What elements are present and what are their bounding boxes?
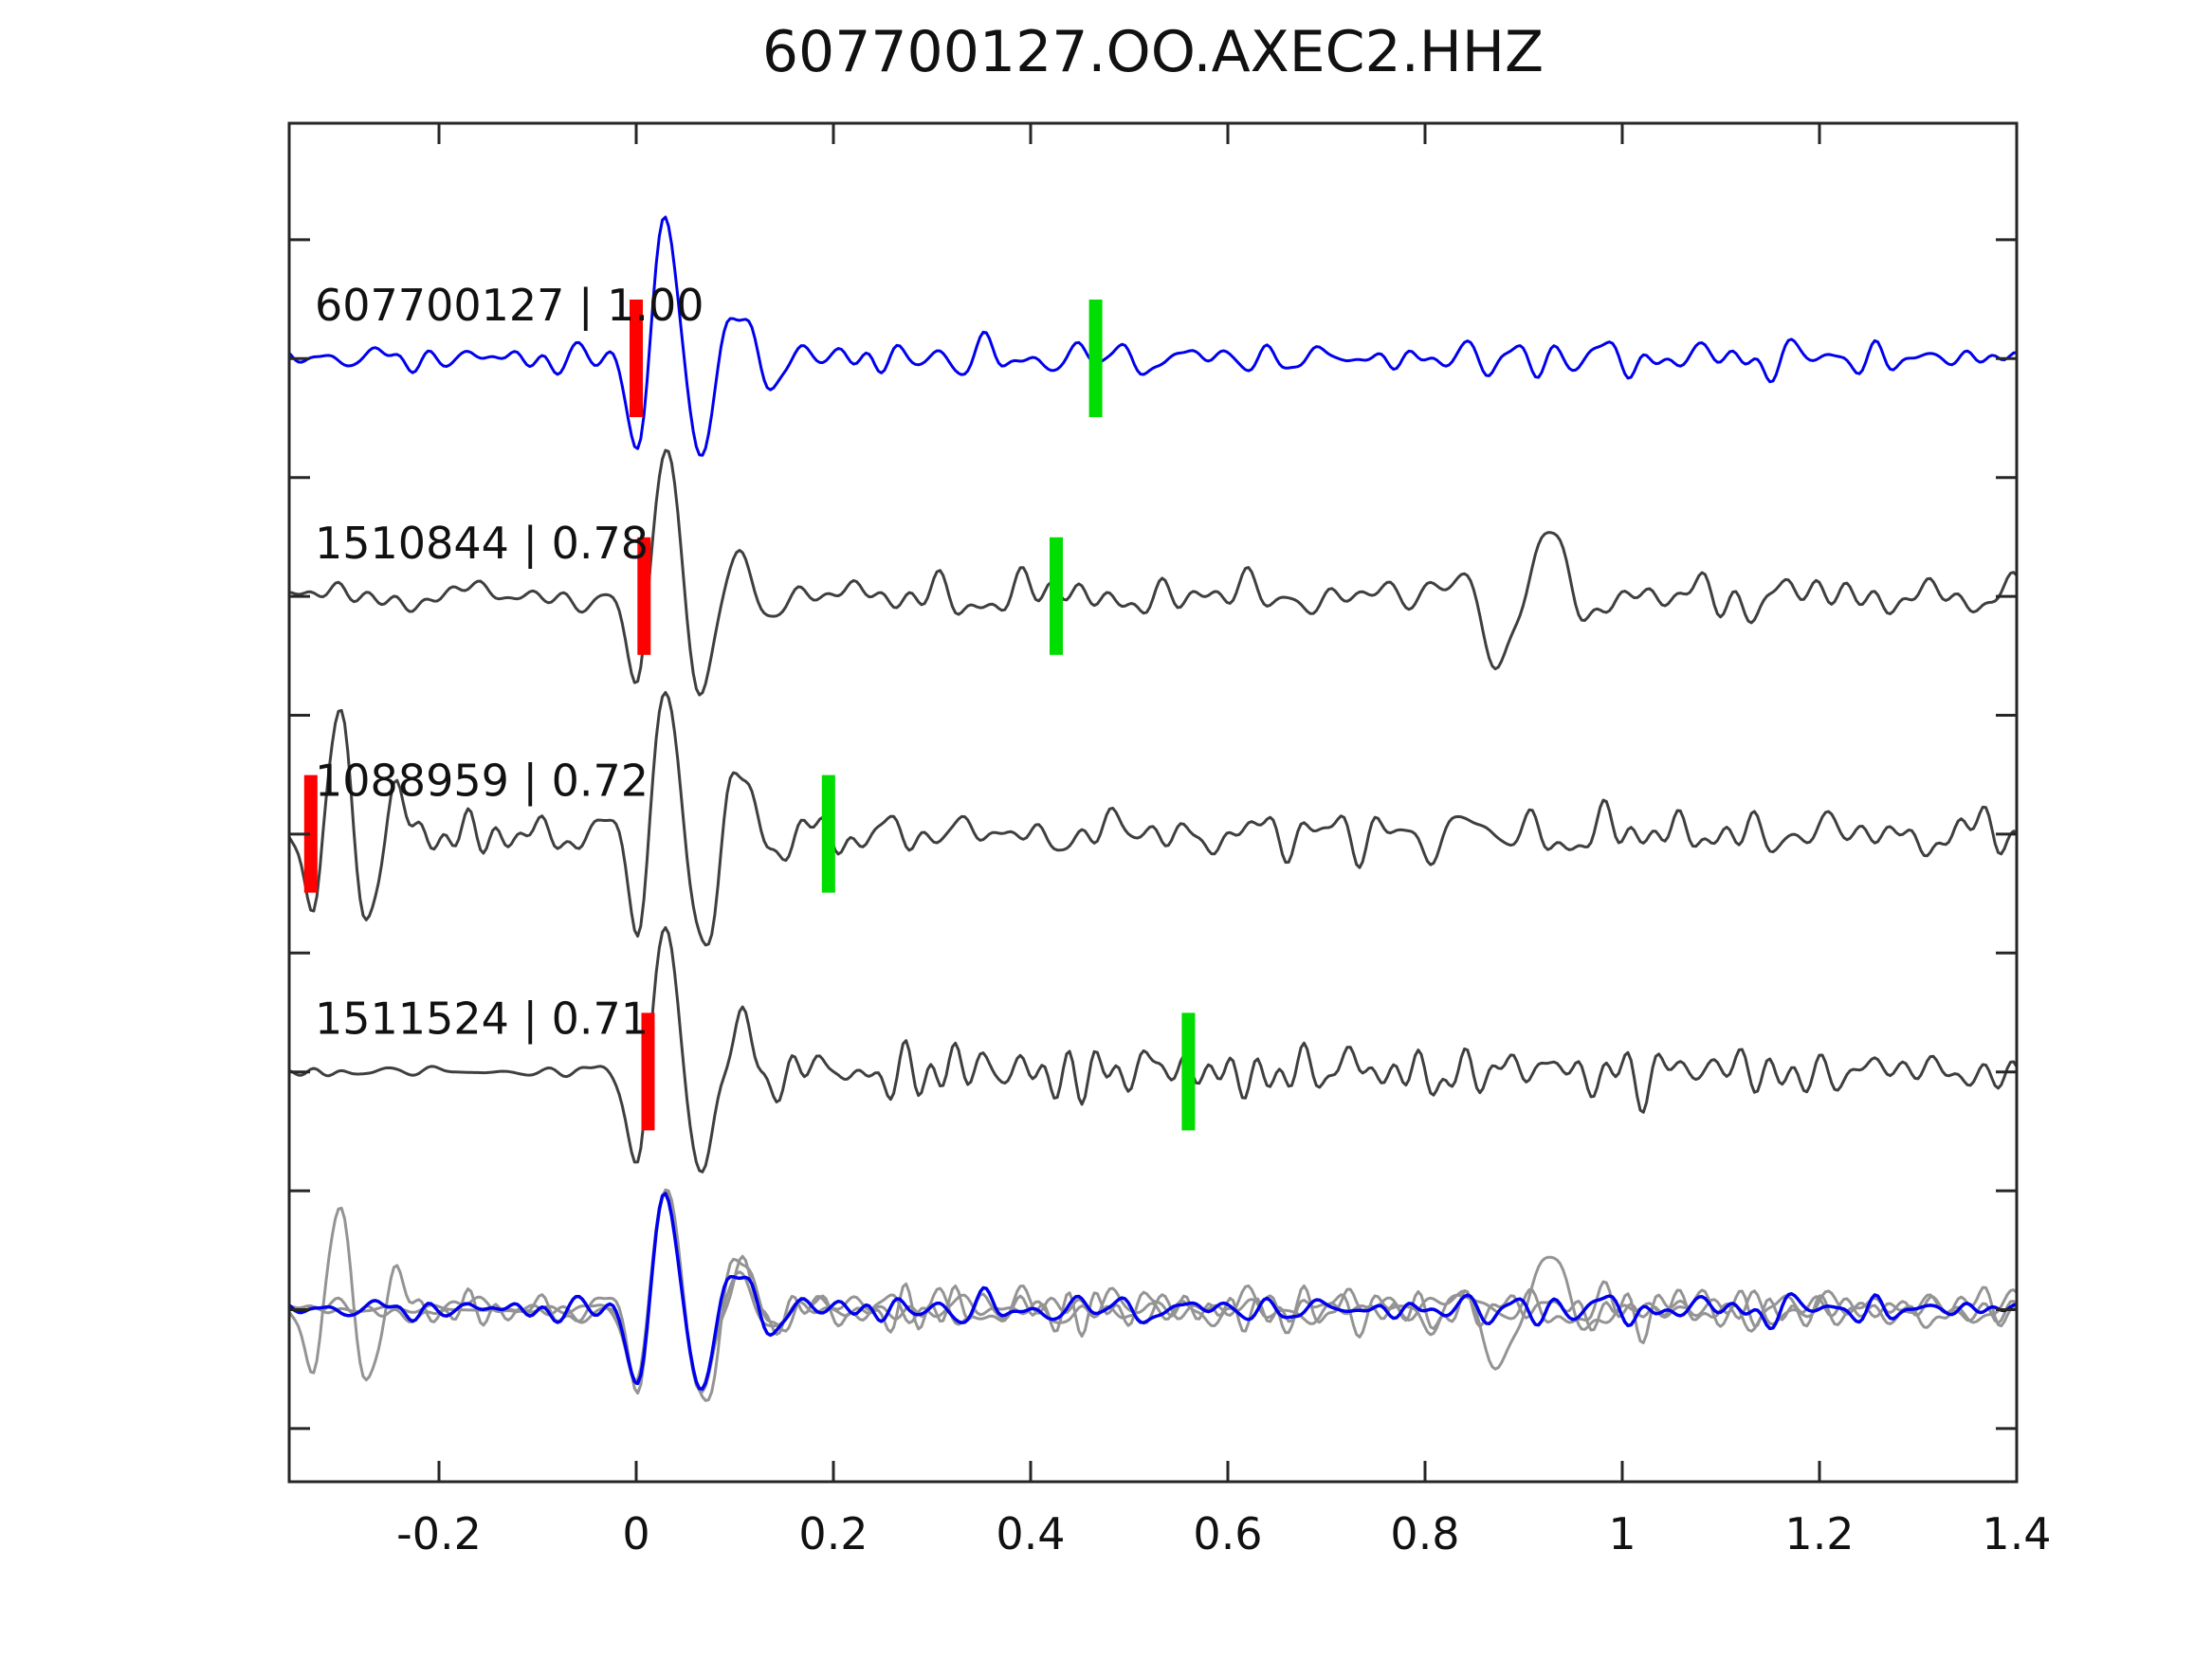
overlay-waveform-highlight-607700127	[287, 1192, 2018, 1391]
x-tick-label: 0.2	[798, 1508, 868, 1559]
red-pick-marker-607700127	[630, 300, 643, 417]
x-tick-label: 0	[622, 1508, 649, 1559]
x-tick-label: 1.2	[1784, 1508, 1854, 1559]
page-title: 607700127.OO.AXEC2.HHZ	[761, 19, 1545, 85]
x-tick-label: 0.4	[996, 1508, 1065, 1559]
green-pick-marker-1088959	[821, 775, 835, 893]
green-pick-marker-1511524	[1181, 1012, 1196, 1131]
overlay-waveform-1088959	[287, 1192, 2018, 1402]
x-tick-label: 1.4	[1982, 1508, 2051, 1559]
trace-waveform-1088959	[287, 690, 2018, 947]
trace-label-1510844: 1510844 | 0.78	[315, 518, 649, 570]
overlay-waveform-1510844	[288, 1188, 2018, 1393]
x-tick-label: 0.6	[1193, 1508, 1262, 1559]
x-tick-label: 0.8	[1390, 1508, 1459, 1559]
trace-waveform-1510844	[288, 448, 2019, 697]
trace-label-607700127: 607700127 | 1.00	[315, 280, 704, 332]
overlay-waveform-1511524	[288, 1190, 2019, 1394]
red-pick-marker-1511524	[641, 1012, 655, 1131]
green-pick-marker-607700127	[1088, 300, 1103, 417]
trace-waveform-1511524	[288, 925, 2019, 1174]
x-tick-label: -0.2	[396, 1508, 482, 1559]
trace-label-1511524: 1511524 | 0.71	[315, 993, 649, 1045]
green-pick-marker-1510844	[1050, 537, 1063, 655]
x-tick-label: 1	[1608, 1508, 1636, 1559]
trace-waveform-607700127	[287, 215, 2018, 457]
red-pick-marker-1088959	[303, 775, 318, 893]
red-pick-marker-1510844	[637, 537, 651, 655]
trace-label-1088959: 1088959 | 0.72	[315, 756, 649, 808]
plot-frame	[287, 121, 2019, 1484]
